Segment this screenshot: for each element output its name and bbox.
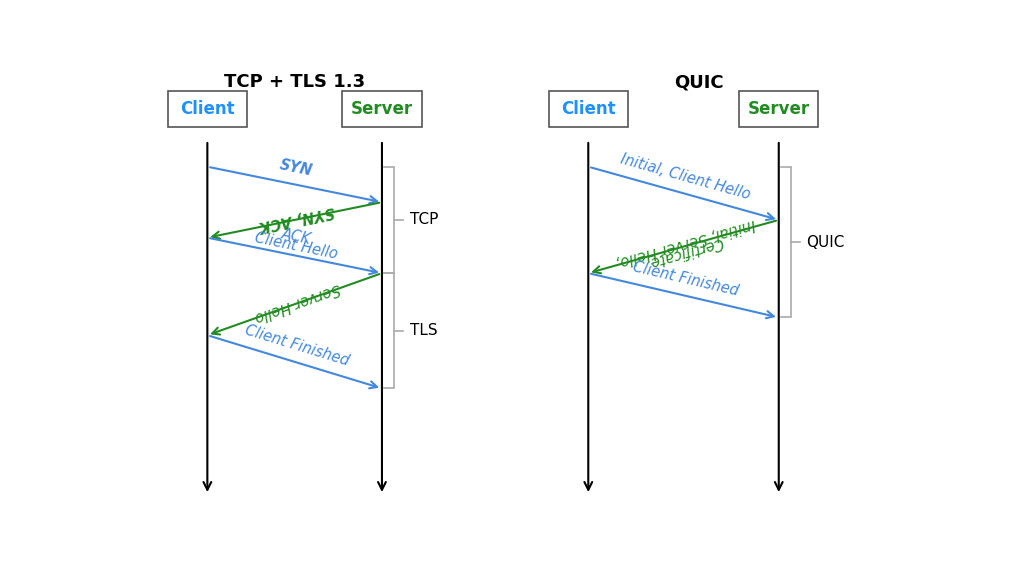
Text: Initial, Client Hello: Initial, Client Hello xyxy=(618,152,753,203)
Text: TCP: TCP xyxy=(410,213,438,228)
Text: SYN: SYN xyxy=(279,157,314,179)
Text: Initial, Server Hello,: Initial, Server Hello, xyxy=(614,216,757,270)
Text: ACK: ACK xyxy=(280,226,312,247)
Text: Server Hello: Server Hello xyxy=(252,280,342,324)
Text: Client Finished: Client Finished xyxy=(243,323,351,369)
Text: Certificate: Certificate xyxy=(647,234,724,269)
FancyBboxPatch shape xyxy=(739,92,818,127)
FancyBboxPatch shape xyxy=(168,92,247,127)
Text: QUIC: QUIC xyxy=(807,234,845,249)
Text: Client: Client xyxy=(180,100,234,118)
Text: Client Finished: Client Finished xyxy=(631,260,739,299)
Text: TLS: TLS xyxy=(410,323,437,338)
Text: Client Hello: Client Hello xyxy=(253,230,339,262)
Text: Client: Client xyxy=(561,100,615,118)
Text: Server: Server xyxy=(748,100,810,118)
Text: SYN, ACK: SYN, ACK xyxy=(257,203,336,233)
Text: TCP + TLS 1.3: TCP + TLS 1.3 xyxy=(224,73,366,92)
FancyBboxPatch shape xyxy=(549,92,628,127)
Text: Server: Server xyxy=(351,100,413,118)
Text: QUIC: QUIC xyxy=(675,73,724,92)
FancyBboxPatch shape xyxy=(342,92,422,127)
